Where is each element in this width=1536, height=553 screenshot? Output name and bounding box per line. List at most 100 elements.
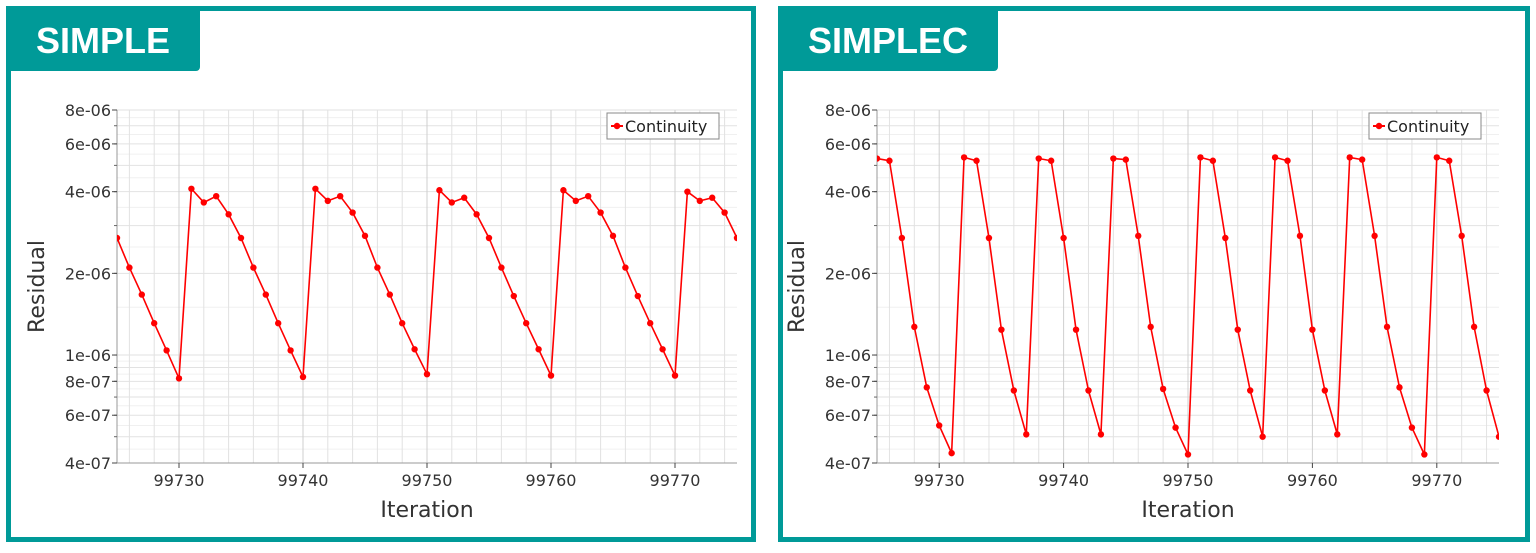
data-point — [349, 209, 356, 216]
data-point — [597, 209, 604, 216]
x-tick-label: 99730 — [154, 471, 205, 490]
data-point — [287, 347, 294, 354]
y-tick-label: 2e-06 — [65, 264, 111, 283]
y-tick-label: 1e-06 — [825, 346, 871, 365]
data-point — [1060, 234, 1067, 242]
data-point — [1035, 155, 1042, 162]
data-point — [709, 194, 716, 201]
data-point — [151, 320, 158, 327]
x-tick-label: 99740 — [278, 471, 329, 490]
data-point — [1433, 154, 1440, 161]
legend-marker — [613, 122, 621, 130]
data-point — [1184, 451, 1192, 458]
data-point — [374, 264, 381, 271]
data-point — [684, 188, 691, 195]
data-point — [1321, 387, 1329, 394]
data-point — [117, 234, 121, 242]
legend — [606, 112, 720, 140]
data-point — [399, 320, 406, 327]
legend-label: Continuity — [625, 117, 707, 136]
data-point — [1358, 156, 1366, 163]
data-point — [1247, 387, 1254, 394]
data-point — [1271, 154, 1279, 161]
data-point — [721, 209, 728, 216]
x-axis-label: Iteration — [1141, 498, 1234, 523]
data-point — [237, 234, 245, 242]
data-point — [1172, 424, 1179, 431]
data-point — [337, 192, 344, 200]
data-point — [423, 370, 431, 378]
data-point — [175, 375, 183, 382]
data-point — [436, 187, 443, 194]
data-point — [1047, 157, 1055, 164]
x-tick-label: 99770 — [650, 471, 701, 490]
data-point — [1483, 387, 1490, 394]
data-point — [1334, 431, 1341, 438]
data-point — [448, 199, 455, 206]
y-tick-label: 6e-07 — [825, 406, 871, 425]
data-point — [1072, 326, 1080, 333]
panel-simplec: SIMPLEC 8e-06 6e-06 4e-06 2e-06 1e-06 8e-07 6e… — [778, 6, 1530, 542]
y-axis-label: Residual — [25, 240, 50, 333]
data-point — [1284, 157, 1291, 164]
data-point — [188, 185, 195, 192]
data-point — [960, 154, 968, 161]
data-point — [647, 320, 654, 327]
data-point — [1371, 232, 1378, 240]
data-point — [1135, 232, 1142, 240]
data-point — [485, 234, 493, 242]
data-point — [911, 323, 918, 331]
x-tick-label: 99750 — [402, 471, 453, 490]
data-point — [671, 372, 679, 379]
data-point — [1383, 323, 1391, 331]
data-point — [126, 264, 133, 271]
data-point — [225, 211, 232, 218]
data-point — [411, 346, 418, 353]
data-point — [547, 372, 555, 379]
data-point — [634, 292, 641, 300]
chart-simple: 8e-06 6e-06 4e-06 2e-06 1e-06 8e-07 6e-07 4e-07… — [25, 101, 737, 523]
y-tick-label: 2e-06 — [825, 264, 871, 283]
data-point — [200, 199, 207, 206]
data-point — [1234, 326, 1241, 333]
data-point — [1122, 156, 1129, 163]
data-point — [510, 292, 517, 300]
data-point — [948, 449, 955, 457]
data-point — [985, 234, 993, 242]
y-tick-label: 8e-07 — [65, 372, 111, 391]
data-point — [998, 326, 1005, 333]
data-point — [138, 291, 145, 298]
data-point — [1495, 433, 1499, 440]
data-point — [572, 197, 579, 205]
data-point — [1446, 157, 1453, 164]
data-point — [535, 346, 542, 353]
data-point — [1408, 424, 1416, 431]
data-point — [1097, 431, 1105, 438]
data-point — [1396, 384, 1403, 391]
data-point — [1296, 232, 1304, 240]
data-point — [659, 346, 666, 353]
y-tick-label: 8e-06 — [65, 101, 111, 120]
data-point — [1421, 451, 1428, 458]
panel-title: SIMPLE — [11, 11, 201, 71]
y-axis-label: Residual — [785, 240, 810, 333]
data-point — [1259, 433, 1266, 440]
data-point — [973, 157, 980, 164]
legend — [1368, 112, 1482, 140]
data-point — [213, 192, 220, 200]
data-point — [163, 347, 170, 354]
chart-simplec: 8e-06 6e-06 4e-06 2e-06 1e-06 8e-07 6e-07 4e-07… — [785, 101, 1499, 523]
data-point — [275, 320, 282, 327]
data-point — [250, 264, 257, 271]
data-point — [1222, 234, 1229, 242]
data-point — [299, 373, 307, 381]
y-tick-label: 4e-06 — [65, 183, 111, 202]
y-tick-label: 6e-06 — [65, 135, 111, 154]
x-tick-label: 99740 — [1038, 471, 1089, 490]
y-tick-label: 4e-07 — [825, 454, 871, 473]
data-point — [936, 422, 943, 429]
x-tick-label: 99760 — [526, 471, 577, 490]
panel-simple: SIMPLE 8e-06 6e-06 4e-06 2e-06 1e-06 8e-07 6e-… — [6, 6, 756, 542]
data-point — [886, 157, 893, 164]
data-point — [560, 187, 567, 194]
